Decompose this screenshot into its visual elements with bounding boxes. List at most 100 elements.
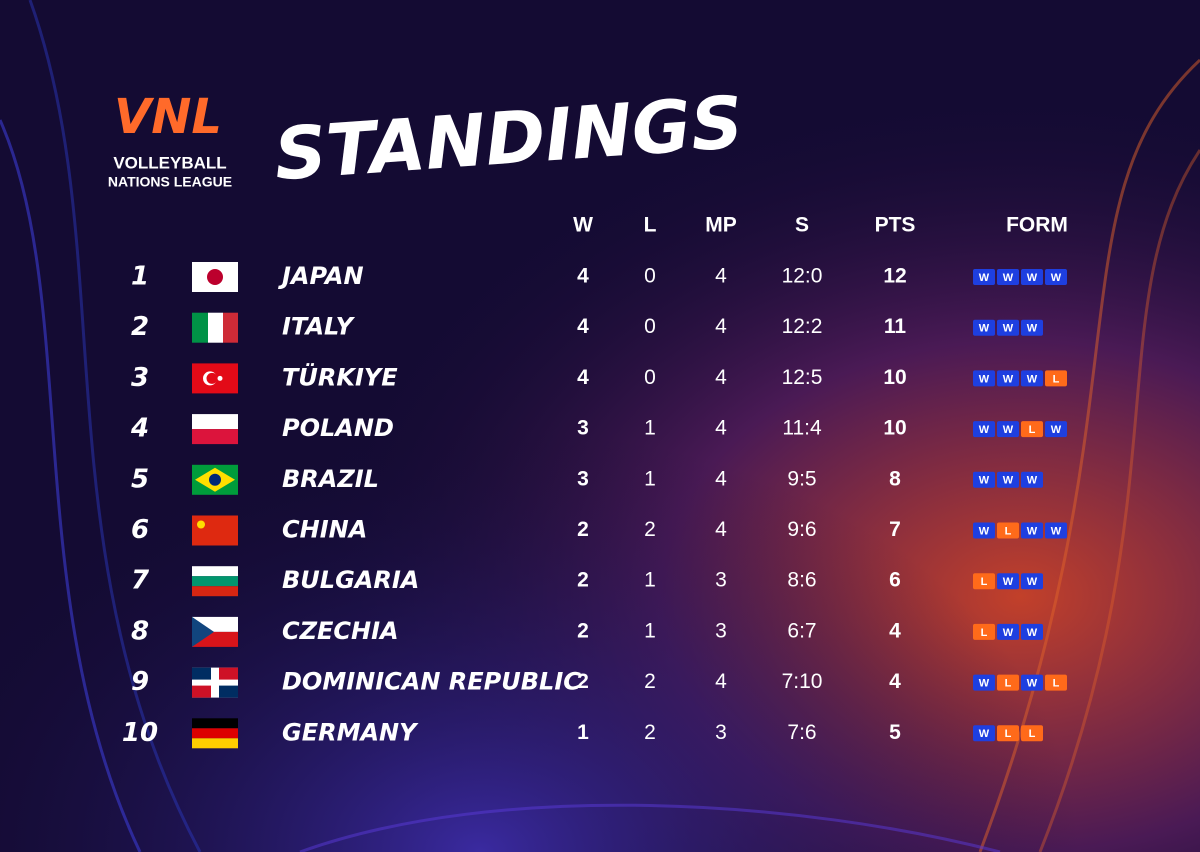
form-result: W [1051,525,1062,537]
team-name: CZECHIA [282,617,399,645]
points: 7 [889,518,901,541]
team-name: JAPAN [278,262,364,290]
flag-part [219,667,238,680]
form-result: W [1003,424,1014,436]
stat: 6:7 [787,619,816,642]
stat: 12:2 [782,315,823,338]
stat: 0 [644,315,656,338]
rank: 9 [131,667,149,697]
form-badge [1021,522,1043,539]
points: 11 [884,315,907,338]
flag-part [192,586,238,597]
form-result: W [979,373,990,385]
form-result: L [981,627,988,639]
form-badge [997,725,1019,742]
flag [192,464,238,495]
stat: 4 [577,366,589,389]
flag-part [192,414,238,430]
form-badge [1021,674,1043,691]
form-result: W [979,323,990,335]
column-header: PTS [875,214,916,237]
form-badge [997,319,1019,336]
form-result: W [1027,678,1038,690]
rank: 3 [131,363,149,393]
flag-part [219,685,238,698]
stat: 3 [715,569,727,592]
points: 4 [889,619,901,642]
stat: 3 [577,417,589,440]
form-badge [997,269,1019,285]
stat: 1 [644,619,656,642]
stat: 11:4 [782,417,822,440]
points: 12 [883,265,906,288]
rank: 8 [131,616,149,646]
stat: 4 [577,315,589,338]
form-result: W [1003,576,1014,588]
points: 10 [883,417,906,440]
form-result: W [1051,272,1062,284]
form-badge [1045,421,1067,438]
form-result: L [981,576,988,588]
form-result: W [1027,525,1038,537]
flag [192,718,238,749]
flag-part [223,312,238,343]
column-header: S [795,214,809,237]
form-badge [997,623,1019,640]
logo-text: VOLLEYBALL [113,153,226,172]
form-result: L [1029,728,1036,740]
form-result: W [1027,627,1038,639]
flag-part [192,685,211,698]
stat: 1 [644,417,656,440]
form-badge [1021,623,1043,640]
stat: 4 [715,670,727,693]
stat: 7:10 [782,670,823,693]
flag-part [192,728,238,739]
stat: 1 [644,467,656,490]
stat: 1 [577,721,589,744]
form-badge [973,573,995,590]
flag-part [208,312,223,343]
flag-part [192,515,238,546]
column-header: FORM [1006,214,1068,237]
team-name: BRAZIL [282,465,379,493]
form-result: L [1053,373,1060,385]
stat: 3 [577,467,589,490]
flag [192,566,238,597]
flag-part [192,576,238,587]
stat: 3 [715,721,727,744]
form-result: W [1003,475,1014,487]
form-badge [973,421,995,438]
form-result: W [1027,323,1038,335]
stat: 4 [715,315,727,338]
flag [192,667,238,698]
form-badge [1021,725,1043,742]
points: 5 [889,721,901,744]
rank: 7 [131,566,150,596]
form-badge [973,674,995,691]
form-badge [973,623,995,640]
flag [192,363,238,394]
form-result: W [1027,576,1038,588]
stat: 12:0 [782,265,823,288]
form-badge [973,319,995,336]
flag-part [192,616,214,647]
flag-part [206,372,218,384]
form-result: W [1051,424,1062,436]
form-result: W [1003,627,1014,639]
form-result: L [1029,424,1036,436]
stat: 9:6 [787,518,816,541]
rank: 6 [131,515,149,545]
form-badge [1021,471,1043,488]
flag [192,616,238,647]
form-result: W [1003,373,1014,385]
flag-part [207,269,223,285]
form-result: W [979,272,990,284]
form-result: W [1027,373,1038,385]
points: 10 [883,366,906,389]
rank: 4 [130,414,149,444]
logo-mark: VNL [114,89,222,145]
